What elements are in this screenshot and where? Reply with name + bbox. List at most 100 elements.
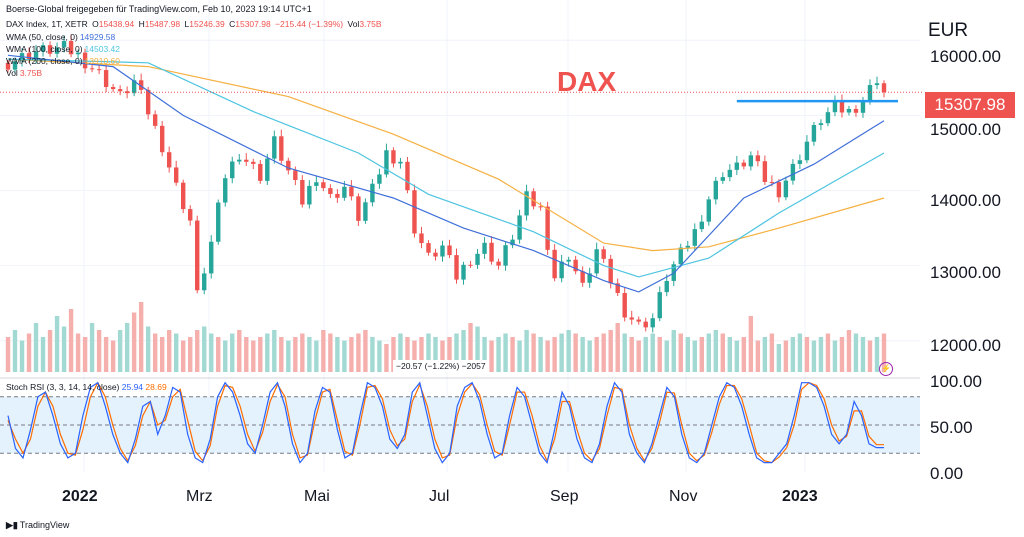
- volume-bar: [622, 333, 627, 372]
- candle-body: [755, 155, 761, 162]
- candle-body: [82, 52, 88, 69]
- volume-bar: [40, 337, 46, 372]
- candle-body: [349, 186, 354, 197]
- volume-bar: [636, 340, 641, 372]
- volume-bar: [678, 333, 683, 372]
- volume-bar: [286, 340, 291, 372]
- candle-body: [804, 141, 810, 161]
- stoch-rsi-legend[interactable]: Stoch RSI (3, 3, 14, 14, close) 25.94 28…: [6, 382, 167, 392]
- candle-body: [328, 188, 333, 194]
- volume-bar: [762, 337, 768, 372]
- candle-body: [131, 80, 137, 94]
- volume-bar: [363, 330, 368, 372]
- candle-body: [265, 158, 270, 181]
- lightning-icon[interactable]: ⚡: [879, 362, 893, 376]
- x-tick-label: Jul: [429, 488, 450, 505]
- candle-body: [244, 159, 249, 162]
- stoch-k-value: 25.94: [121, 382, 144, 392]
- stoch-k-line: [7, 381, 884, 464]
- tradingview-brand[interactable]: ▶▮ TradingView: [6, 520, 70, 530]
- volume-bar: [117, 330, 123, 372]
- volume-legend[interactable]: Vol 3.75B: [6, 68, 43, 78]
- candle-body: [314, 182, 319, 186]
- volume-bar: [223, 340, 228, 372]
- candle-body: [475, 253, 480, 265]
- y-tick-label: 15000.00: [930, 120, 1001, 139]
- candle-body: [40, 45, 46, 52]
- volume-bar: [181, 340, 186, 372]
- candle-body: [117, 89, 123, 92]
- volume-bar: [650, 333, 655, 372]
- price-candles: [5, 34, 887, 333]
- volume-bar: [755, 340, 761, 372]
- volume-bar: [573, 333, 578, 372]
- candle-body: [286, 160, 291, 171]
- volume-bar: [671, 330, 676, 372]
- volume-bar: [188, 337, 193, 372]
- candle-body: [110, 87, 116, 90]
- volume-bar: [867, 340, 873, 372]
- candle-body: [825, 112, 831, 124]
- rsi-tick-label: 100.00: [930, 372, 982, 391]
- volume-bar: [818, 337, 824, 372]
- candle-body: [552, 249, 557, 279]
- volume-bar: [587, 340, 592, 372]
- volume-bar: [454, 333, 459, 372]
- candle-body: [636, 319, 641, 322]
- candle-body: [391, 150, 396, 164]
- volume-bar: [825, 333, 831, 372]
- candle-body: [363, 202, 368, 221]
- volume-bar: [384, 344, 389, 372]
- high-value: 15487.98: [144, 19, 181, 29]
- volume-bar: [566, 330, 571, 372]
- volume-bar: [601, 333, 606, 372]
- volume-bar: [461, 330, 466, 372]
- volume-bar: [61, 326, 67, 372]
- volume-bar: [202, 326, 207, 372]
- candle-body: [643, 321, 648, 328]
- y-tick-label: 16000.00: [930, 47, 1001, 66]
- volume-bar: [433, 337, 438, 372]
- candle-body: [258, 163, 263, 181]
- candle-body: [783, 180, 789, 198]
- candle-body: [54, 47, 60, 54]
- volume-bar: [370, 337, 375, 372]
- candle-body: [489, 242, 494, 262]
- volume-bar: [152, 333, 158, 372]
- wma100-legend[interactable]: WMA (100, close, 0) 14503.42: [6, 44, 120, 54]
- candle-body: [202, 273, 207, 291]
- candle-body: [790, 163, 796, 181]
- candle-body: [251, 161, 256, 164]
- candle-body: [587, 273, 592, 283]
- candle-body: [356, 196, 361, 221]
- volume-bar: [244, 337, 249, 372]
- volume-bar: [594, 337, 599, 372]
- candle-body: [89, 68, 95, 70]
- stoch-d-line: [7, 381, 884, 464]
- volume-bar: [391, 337, 396, 372]
- y-tick-label: 14000.00: [930, 191, 1001, 210]
- candle-body: [384, 150, 389, 175]
- candle-body: [538, 206, 543, 208]
- candle-body: [33, 51, 39, 60]
- volume-bar: [279, 337, 284, 372]
- candle-body: [342, 186, 347, 198]
- y-tick-label: 12000.00: [930, 336, 1001, 355]
- candle-body: [713, 180, 719, 200]
- candle-body: [124, 91, 130, 94]
- volume-bar: [26, 333, 32, 372]
- symbol-legend[interactable]: DAX Index, 1T, XETR O15438.94 H15487.98 …: [6, 19, 382, 29]
- candle-body: [188, 209, 193, 221]
- volume-bar: [33, 323, 39, 372]
- candle-body: [867, 85, 873, 102]
- wma50-legend[interactable]: WMA (50, close, 0) 14929.58: [6, 32, 116, 42]
- volume-bar: [405, 337, 410, 372]
- volume-bar: [580, 337, 585, 372]
- wma100-line: [7, 58, 885, 278]
- x-tick-label: 2022: [62, 488, 98, 505]
- wma200-legend[interactable]: WMA (200, close, 0) 13910.60: [6, 56, 120, 66]
- volume-bar: [209, 333, 214, 372]
- volume-bar: [307, 337, 312, 372]
- candle-body: [412, 190, 417, 234]
- volume-bar: [342, 340, 347, 372]
